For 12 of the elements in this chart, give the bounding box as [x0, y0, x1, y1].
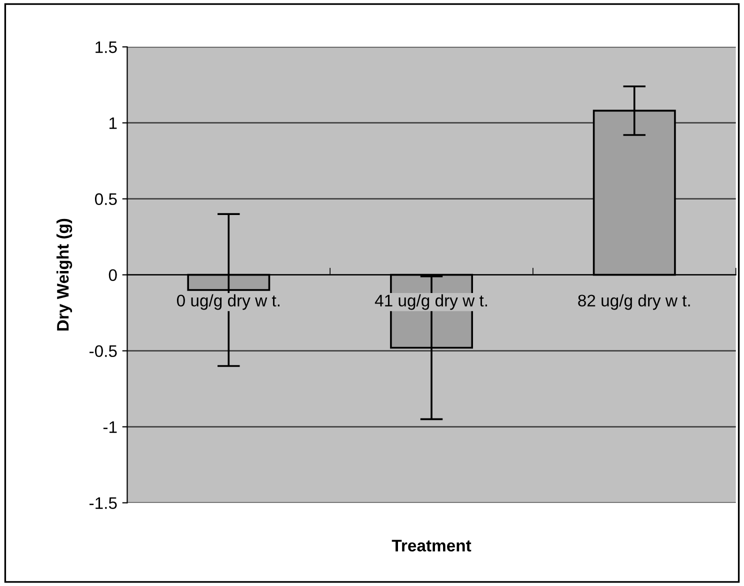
y-tick-label: 0.5	[94, 193, 117, 206]
x-tick-label: 0 ug/g dry w t.	[176, 294, 280, 310]
y-tick-label: 1	[110, 117, 117, 129]
x-tick-label: 82 ug/g dry w t.	[578, 294, 690, 310]
y-axis-title: Dry Weight (g)	[56, 218, 72, 331]
y-tick-label: -1.5	[90, 497, 117, 509]
y-tick-label: -0.5	[90, 345, 117, 358]
y-tick-label: -1	[103, 421, 117, 433]
x-axis-title: Treatment	[392, 540, 472, 552]
y-tick-label: 0	[108, 269, 117, 282]
x-tick-label: 41 ug/g dry w t.	[374, 294, 487, 310]
y-tick-label: 1.5	[96, 41, 117, 54]
